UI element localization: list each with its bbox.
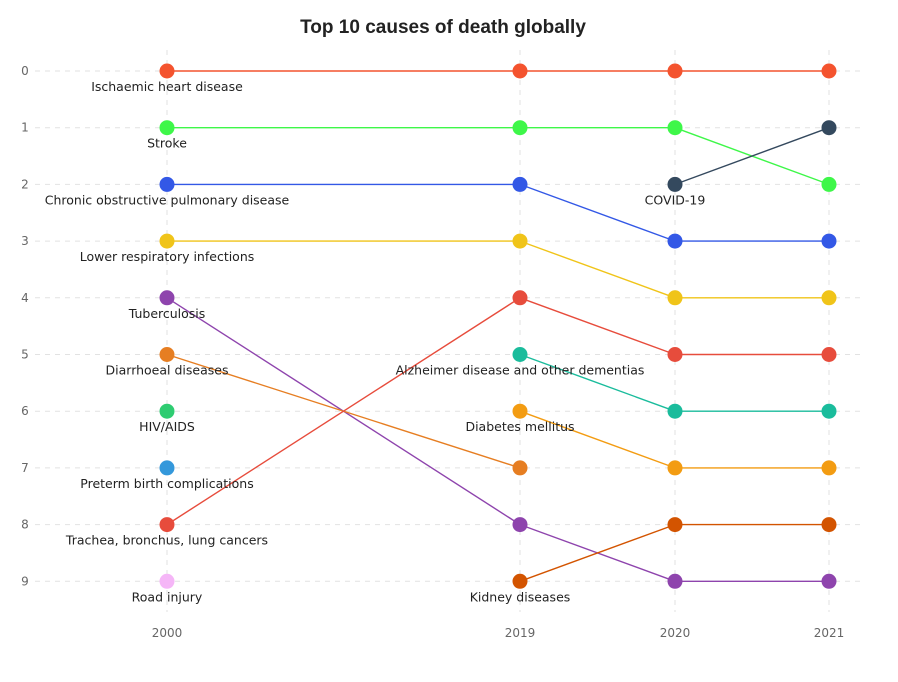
y-tick-label: 2 [21,177,29,191]
point-tuberculosis-2019 [512,517,528,533]
point-diabetes-mellitus-2019 [512,403,528,419]
y-axis: 0 1 2 3 4 5 6 7 8 9 [21,64,29,588]
label-preterm-birth-complications: Preterm birth complications [80,476,253,491]
point-diarrhoeal-diseases-2000 [159,347,175,362]
x-tick-label: 2019 [505,626,536,640]
point-trachea-bronchus-lung-cancers-2000 [159,517,175,533]
point-preterm-birth-complications-2000 [159,460,175,476]
point-tuberculosis-2020 [667,573,683,589]
x-axis: 2000 2019 2020 2021 [152,626,845,640]
point-trachea-bronchus-lung-cancers-2021 [821,347,837,362]
y-tick-label: 1 [21,121,29,135]
point-tuberculosis-2021 [821,573,837,589]
series-line-diabetes-mellitus [519,410,676,469]
label-diarrhoeal-diseases: Diarrhoeal diseases [106,363,229,378]
point-chronic-obstructive-pulmonary-disease-2000 [159,176,175,192]
label-tuberculosis: Tuberculosis [128,306,206,321]
point-diabetes-mellitus-2020 [667,460,683,476]
x-tick-label: 2021 [814,626,845,640]
y-tick-label: 9 [21,574,29,588]
point-covid-19-2021 [821,120,837,136]
series-lines [166,70,830,582]
point-diarrhoeal-diseases-2019 [512,460,528,476]
grid [35,50,860,612]
label-alzheimer-disease-and-other-dementias: Alzheimer disease and other dementias [396,363,645,378]
series-points [159,63,837,589]
y-tick-label: 6 [21,404,29,418]
label-stroke: Stroke [147,136,187,151]
y-tick-label: 0 [21,64,29,78]
point-chronic-obstructive-pulmonary-disease-2020 [667,233,683,249]
point-kidney-diseases-2019 [512,573,528,589]
label-chronic-obstructive-pulmonary-disease: Chronic obstructive pulmonary disease [45,192,290,207]
series-line-trachea-bronchus-lung-cancers [519,297,676,356]
chart-title: Top 10 causes of death globally [300,17,586,38]
y-tick-label: 5 [21,348,29,362]
series-line-chronic-obstructive-pulmonary-disease [519,183,676,242]
point-diabetes-mellitus-2021 [821,460,837,476]
point-road-injury-2000 [159,573,175,589]
point-kidney-diseases-2021 [821,517,837,533]
y-tick-label: 4 [21,291,29,305]
x-tick-label: 2000 [152,626,183,640]
point-trachea-bronchus-lung-cancers-2019 [512,290,528,306]
label-lower-respiratory-infections: Lower respiratory infections [80,249,255,264]
label-hiv-aids: HIV/AIDS [139,419,195,434]
point-alzheimer-disease-and-other-dementias-2019 [512,347,528,362]
point-alzheimer-disease-and-other-dementias-2020 [667,403,683,419]
label-covid-19: COVID-19 [645,192,706,207]
series-line-alzheimer-disease-and-other-dementias [519,353,676,412]
y-tick-label: 3 [21,234,29,248]
point-hiv-aids-2000 [159,403,175,419]
point-covid-19-2020 [667,176,683,192]
series-line-trachea-bronchus-lung-cancers [166,297,521,526]
x-tick-label: 2020 [660,626,691,640]
point-ischaemic-heart-disease-2021 [821,63,837,79]
y-tick-label: 7 [21,461,29,475]
point-lower-respiratory-infections-2021 [821,290,837,306]
point-alzheimer-disease-and-other-dementias-2021 [821,403,837,419]
label-ischaemic-heart-disease: Ischaemic heart disease [91,79,243,94]
label-kidney-diseases: Kidney diseases [470,589,571,604]
y-tick-label: 8 [21,518,29,532]
series-line-covid-19 [674,127,830,186]
point-lower-respiratory-infections-2020 [667,290,683,306]
point-stroke-2021 [821,176,837,192]
point-ischaemic-heart-disease-2019 [512,63,528,79]
point-chronic-obstructive-pulmonary-disease-2019 [512,176,528,192]
point-ischaemic-heart-disease-2000 [159,63,175,79]
point-lower-respiratory-infections-2000 [159,233,175,249]
label-trachea-bronchus-lung-cancers: Trachea, bronchus, lung cancers [65,533,268,548]
series-line-lower-respiratory-infections [519,240,676,299]
label-road-injury: Road injury [132,589,203,604]
point-lower-respiratory-infections-2019 [512,233,528,249]
label-diabetes-mellitus: Diabetes mellitus [465,419,574,434]
series-labels: Ischaemic heart disease Stroke Chronic obs… [45,79,706,604]
series-line-kidney-diseases [519,523,676,582]
point-stroke-2000 [159,120,175,136]
point-stroke-2019 [512,120,528,136]
point-chronic-obstructive-pulmonary-disease-2021 [821,233,837,249]
point-trachea-bronchus-lung-cancers-2020 [667,347,683,362]
point-kidney-diseases-2020 [667,517,683,533]
point-ischaemic-heart-disease-2020 [667,63,683,79]
point-tuberculosis-2000 [159,290,175,306]
point-stroke-2020 [667,120,683,136]
